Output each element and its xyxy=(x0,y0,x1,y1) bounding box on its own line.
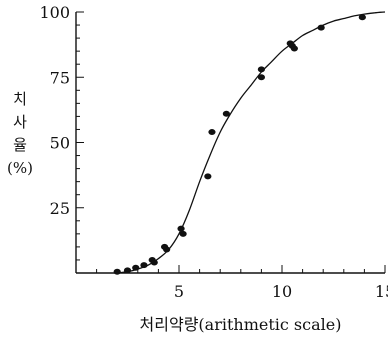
data-point xyxy=(358,14,366,21)
x-axis-title: 처리약량(arithmetic scale) xyxy=(140,315,342,334)
y-tick-label: 75 xyxy=(50,68,70,87)
data-point xyxy=(132,264,140,271)
data-point xyxy=(208,129,216,136)
data-point xyxy=(140,262,148,269)
tick-marks xyxy=(76,11,386,273)
x-tick-label: 10 xyxy=(272,282,292,301)
y-tick-label: 50 xyxy=(50,134,70,153)
y-tick-label: 100 xyxy=(39,3,70,22)
fitted-curve-line xyxy=(117,11,386,274)
y-axis-title-line: (%) xyxy=(7,159,33,177)
data-point xyxy=(204,173,212,180)
x-tick-label: 15 xyxy=(375,282,388,301)
y-tick-label: 25 xyxy=(50,199,70,218)
data-point xyxy=(150,259,158,266)
axes xyxy=(75,12,385,274)
tick-labels: 5 10 15 25 50 75 100 xyxy=(39,3,388,301)
data-point xyxy=(257,74,265,81)
y-axis-title-line: 율 xyxy=(13,136,27,154)
y-axis-title-line: 치 xyxy=(13,90,27,108)
data-point xyxy=(257,66,265,73)
fitted-curve xyxy=(117,11,386,274)
data-point xyxy=(123,267,132,274)
data-point xyxy=(317,24,325,31)
data-point xyxy=(290,45,298,52)
y-axis-title-line: 사 xyxy=(13,113,27,131)
data-points xyxy=(113,14,366,275)
data-point xyxy=(113,268,121,275)
axis-titles: 처리약량(arithmetic scale) 치사율 (%) xyxy=(7,90,341,334)
data-point xyxy=(222,110,230,117)
x-tick-label: 5 xyxy=(174,282,184,301)
data-point xyxy=(177,225,185,232)
data-point xyxy=(179,230,187,237)
data-point xyxy=(163,246,171,253)
